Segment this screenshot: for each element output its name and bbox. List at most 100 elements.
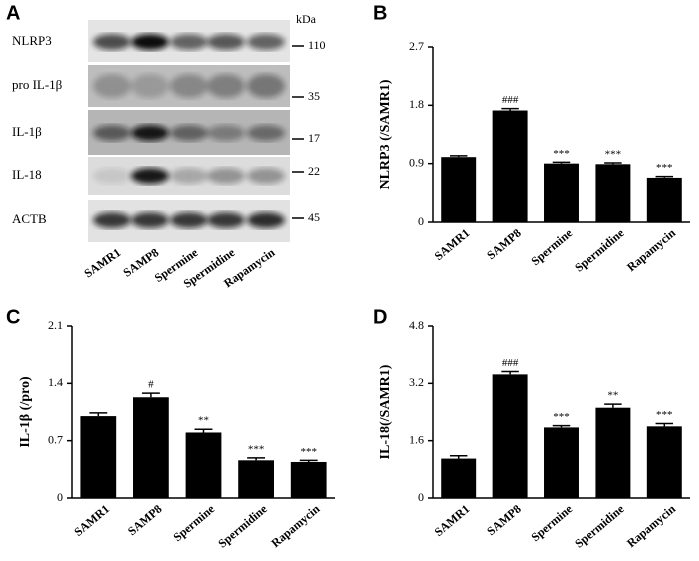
panel-letter: D	[373, 306, 387, 328]
bar	[441, 458, 477, 498]
x-tick-label: Spermine	[528, 501, 575, 544]
panel-letter: B	[373, 2, 387, 24]
error-bar	[194, 428, 213, 433]
bar	[646, 177, 682, 222]
x-tick-label: SAMR1	[432, 226, 473, 263]
error-bar	[552, 161, 571, 164]
error-bar	[501, 370, 519, 375]
x-tick-label: Rapamycin	[268, 501, 322, 550]
blot-band	[93, 125, 131, 141]
bar	[544, 163, 579, 222]
error-bar	[247, 457, 266, 461]
mw-label: 35	[308, 89, 320, 103]
error-bar	[655, 175, 674, 178]
blot-row-label: ACTB	[12, 211, 47, 226]
significance: ***	[300, 446, 317, 458]
panel-letter: C	[6, 306, 20, 328]
y-axis-label: IL-18(/SAMR1)	[378, 364, 393, 459]
error-bar	[299, 459, 318, 462]
bar	[185, 432, 222, 498]
x-tick-label: SAMP8	[484, 502, 524, 538]
y-axis-label: IL-1β (/pro)	[18, 376, 33, 448]
x-tick-label: SAMP8	[125, 502, 165, 538]
blot-band	[170, 168, 208, 184]
y-tick-label: 0	[418, 490, 424, 504]
bar	[290, 461, 327, 498]
blot-band	[247, 74, 285, 98]
bar	[595, 407, 631, 498]
y-tick-label: 0.7	[48, 432, 63, 446]
y-tick-label: 0.9	[409, 155, 424, 169]
bar	[492, 110, 528, 222]
blot-band	[170, 34, 208, 50]
bar	[646, 426, 682, 498]
blot-band	[93, 74, 131, 98]
mw-label: 45	[308, 210, 320, 224]
x-tick-label: Spermidine	[215, 501, 270, 550]
y-tick-label: 0	[57, 490, 63, 504]
bar	[441, 157, 477, 222]
blot-row-label: IL-1β	[12, 124, 42, 139]
blot-band	[131, 212, 169, 228]
blot-row-label: pro IL-1β	[12, 77, 63, 92]
bar	[238, 460, 274, 498]
blot-band	[131, 168, 169, 184]
error-bar	[655, 422, 674, 427]
y-tick-label: 4.8	[409, 318, 424, 332]
x-tick-label: Spermine	[170, 501, 217, 544]
mw-label: 22	[308, 164, 320, 178]
error-bar	[604, 403, 622, 408]
bar	[80, 416, 117, 498]
blot-band	[170, 74, 208, 98]
x-tick-label: Spermine	[528, 225, 575, 268]
significance: ***	[605, 149, 622, 161]
significance: ***	[248, 443, 265, 455]
western-blot	[88, 20, 290, 242]
blot-row-label: NLRP3	[12, 33, 52, 48]
error-bar	[501, 107, 519, 111]
error-bar	[141, 392, 160, 398]
blot-band	[131, 34, 169, 50]
significance: ***	[656, 162, 673, 174]
y-tick-label: 3.2	[409, 375, 424, 389]
blot-band	[247, 212, 285, 228]
blot-band	[207, 212, 245, 228]
y-tick-label: 2.1	[48, 318, 63, 332]
significance: **	[198, 415, 209, 427]
x-tick-label: Rapamycin	[624, 501, 678, 550]
x-tick-label: SAMR1	[71, 502, 112, 539]
bar	[133, 397, 169, 498]
blot-band	[170, 125, 208, 141]
kda-label: kDa	[296, 12, 317, 26]
blot-band	[247, 125, 285, 141]
blot-band	[131, 74, 169, 98]
mw-label: 17	[308, 131, 320, 145]
blot-band	[170, 212, 208, 228]
blot-band	[207, 34, 245, 50]
blot-band	[93, 168, 131, 184]
blot-band	[93, 34, 131, 50]
y-tick-label: 1.6	[409, 432, 424, 446]
significance: ###	[502, 357, 519, 369]
error-bar	[449, 454, 468, 459]
mw-label: 110	[308, 38, 326, 52]
blot-band	[131, 125, 169, 141]
significance: ***	[553, 411, 570, 423]
y-tick-label: 1.4	[48, 375, 63, 389]
significance: ***	[553, 148, 570, 160]
blot-band	[207, 168, 245, 184]
blot-band	[247, 168, 285, 184]
x-tick-label: Spermidine	[572, 225, 627, 274]
error-bar	[449, 155, 468, 158]
y-tick-label: 0	[418, 214, 424, 228]
bar	[544, 427, 579, 498]
error-bar	[89, 412, 108, 417]
panel-letter: A	[6, 2, 20, 24]
y-tick-label: 2.7	[409, 39, 424, 53]
error-bar	[552, 424, 571, 428]
blot-row-label: IL-18	[12, 167, 42, 182]
x-tick-label: Rapamycin	[624, 225, 678, 274]
blot-band	[93, 212, 131, 228]
bar	[492, 374, 528, 498]
